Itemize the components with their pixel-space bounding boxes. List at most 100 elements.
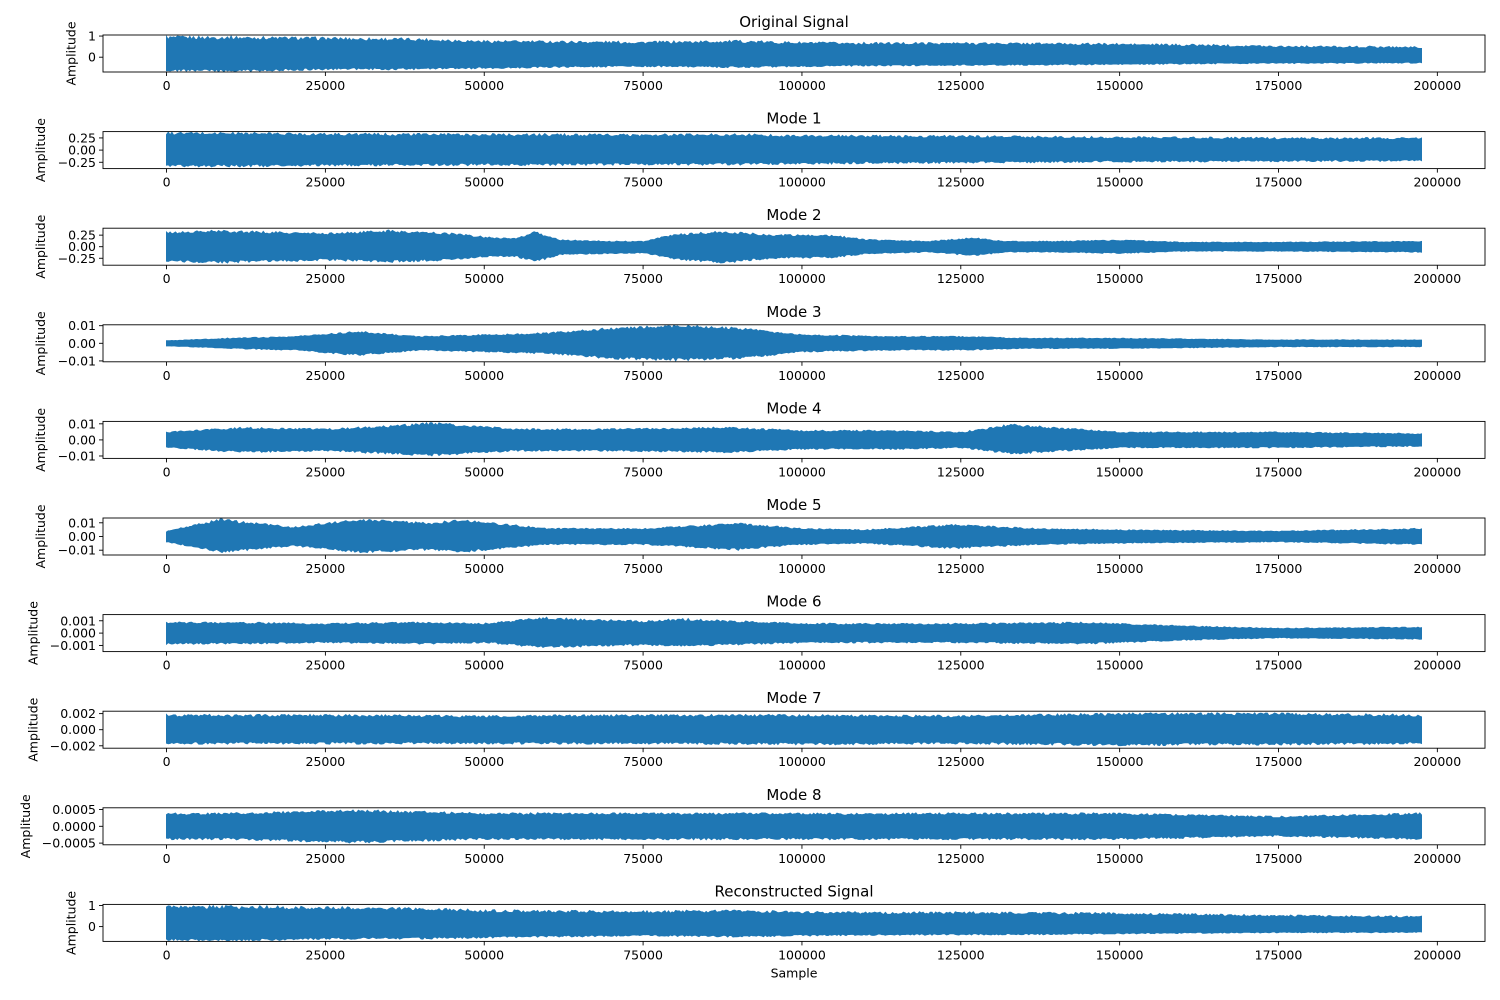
x-tick-label: 100000 xyxy=(778,658,826,673)
y-tick-label: 0.01 xyxy=(68,416,96,431)
x-tick-label: 175000 xyxy=(1255,175,1303,190)
y-tick-label: −0.25 xyxy=(58,251,96,266)
x-tick-label: 175000 xyxy=(1255,464,1303,479)
x-tick-label: 200000 xyxy=(1413,947,1461,962)
x-tick-label: 200000 xyxy=(1413,851,1461,866)
x-tick-label: 150000 xyxy=(1096,561,1144,576)
x-tick-label: 0 xyxy=(163,754,171,769)
x-tick-label: 50000 xyxy=(464,561,504,576)
x-tick-label: 50000 xyxy=(464,464,504,479)
x-tick-label: 150000 xyxy=(1096,754,1144,769)
x-tick-label: 25000 xyxy=(306,271,346,286)
y-tick-label: 0.0000 xyxy=(52,819,96,834)
x-tick-label: 100000 xyxy=(778,175,826,190)
y-tick-label: 0.00 xyxy=(68,143,96,158)
x-tick-label: 100000 xyxy=(778,368,826,383)
y-tick-label: 0.00 xyxy=(68,432,96,447)
y-axis-label: Amplitude xyxy=(33,214,48,278)
subplot-2: 0 25000 50000 75000 100000 125000 150000 175000… xyxy=(33,110,1486,190)
y-tick-label: −0.25 xyxy=(58,155,96,170)
x-tick-label: 50000 xyxy=(464,947,504,962)
x-tick-label: 150000 xyxy=(1096,851,1144,866)
x-tick-label: 200000 xyxy=(1413,78,1461,93)
y-tick-label: 0 xyxy=(88,919,96,934)
y-tick-label: −0.002 xyxy=(50,738,96,753)
x-tick-label: 50000 xyxy=(464,271,504,286)
x-tick-label: 75000 xyxy=(623,561,663,576)
x-tick-label: 75000 xyxy=(623,947,663,962)
x-tick-label: 75000 xyxy=(623,754,663,769)
y-tick-label: 0.000 xyxy=(60,722,96,737)
x-tick-label: 150000 xyxy=(1096,368,1144,383)
y-tick-label: 0.00 xyxy=(68,336,96,351)
series-line xyxy=(166,35,1422,72)
series-line xyxy=(166,421,1422,457)
subplot-5: 0 25000 50000 75000 100000 125000 150000 175000… xyxy=(33,399,1486,479)
x-tick-label: 25000 xyxy=(306,754,346,769)
x-tick-label: 50000 xyxy=(464,754,504,769)
x-tick-label: 75000 xyxy=(623,78,663,93)
y-tick-label: 0.001 xyxy=(60,613,96,628)
series-line xyxy=(166,809,1422,844)
x-tick-label: 100000 xyxy=(778,78,826,93)
x-tick-label: 0 xyxy=(163,175,171,190)
x-tick-label: 75000 xyxy=(623,658,663,673)
x-tick-label: 25000 xyxy=(306,561,346,576)
x-tick-label: 175000 xyxy=(1255,754,1303,769)
x-tick-label: 100000 xyxy=(778,947,826,962)
subplot-title: Mode 4 xyxy=(766,399,821,417)
y-tick-label: 0.25 xyxy=(68,228,96,243)
x-tick-label: 100000 xyxy=(778,464,826,479)
y-tick-label: −0.0005 xyxy=(42,836,96,851)
y-axis-label: Amplitude xyxy=(33,311,48,375)
series-line xyxy=(166,324,1422,362)
x-tick-label: 100000 xyxy=(778,851,826,866)
axes-frame xyxy=(102,903,1486,942)
x-tick-label: 75000 xyxy=(623,368,663,383)
y-tick-label: 0.01 xyxy=(68,318,96,333)
y-axis-label: Amplitude xyxy=(18,794,33,858)
series-line xyxy=(166,616,1422,649)
x-tick-label: 75000 xyxy=(623,851,663,866)
subplot-3: 0 25000 50000 75000 100000 125000 150000 175000… xyxy=(33,206,1486,286)
subplot-8: 0 25000 50000 75000 100000 125000 150000 175000… xyxy=(25,689,1486,769)
x-tick-label: 125000 xyxy=(937,464,985,479)
subplot-title: Mode 7 xyxy=(766,689,821,707)
subplot-title: Reconstructed Signal xyxy=(714,882,873,900)
axes-frame xyxy=(102,34,1486,73)
subplot-title: Original Signal xyxy=(739,13,849,31)
x-tick-label: 0 xyxy=(163,271,171,286)
x-tick-label: 125000 xyxy=(937,754,985,769)
x-tick-label: 200000 xyxy=(1413,368,1461,383)
x-tick-label: 150000 xyxy=(1096,947,1144,962)
y-tick-label: 0.002 xyxy=(60,706,96,721)
x-tick-label: 25000 xyxy=(306,464,346,479)
series-line xyxy=(166,712,1422,747)
y-tick-label: 1 xyxy=(88,898,96,913)
y-tick-label: 1 xyxy=(88,29,96,44)
x-tick-label: 100000 xyxy=(778,561,826,576)
x-tick-label: 200000 xyxy=(1413,658,1461,673)
subplot-10: 0 25000 50000 75000 100000 125000 150000 175000… xyxy=(63,882,1486,980)
x-tick-label: 200000 xyxy=(1413,175,1461,190)
x-tick-label: 175000 xyxy=(1255,368,1303,383)
y-axis-label: Amplitude xyxy=(25,697,40,761)
subplot-1: 0 25000 50000 75000 100000 125000 150000 175000… xyxy=(63,13,1486,93)
y-tick-label: 0.00 xyxy=(68,529,96,544)
y-tick-label: 0.000 xyxy=(60,626,96,641)
y-axis-label: Amplitude xyxy=(33,504,48,568)
x-tick-label: 150000 xyxy=(1096,78,1144,93)
x-tick-label: 125000 xyxy=(937,947,985,962)
x-tick-label: 200000 xyxy=(1413,271,1461,286)
x-tick-label: 150000 xyxy=(1096,658,1144,673)
x-tick-label: 25000 xyxy=(306,78,346,93)
x-tick-label: 25000 xyxy=(306,175,346,190)
subplot-title: Mode 8 xyxy=(766,786,821,804)
subplot-title: Mode 3 xyxy=(766,303,821,321)
series-line xyxy=(166,518,1422,554)
series-line xyxy=(166,229,1422,264)
y-axis-label: Amplitude xyxy=(63,21,78,85)
x-tick-label: 50000 xyxy=(464,175,504,190)
x-tick-label: 125000 xyxy=(937,851,985,866)
x-tick-label: 125000 xyxy=(937,271,985,286)
